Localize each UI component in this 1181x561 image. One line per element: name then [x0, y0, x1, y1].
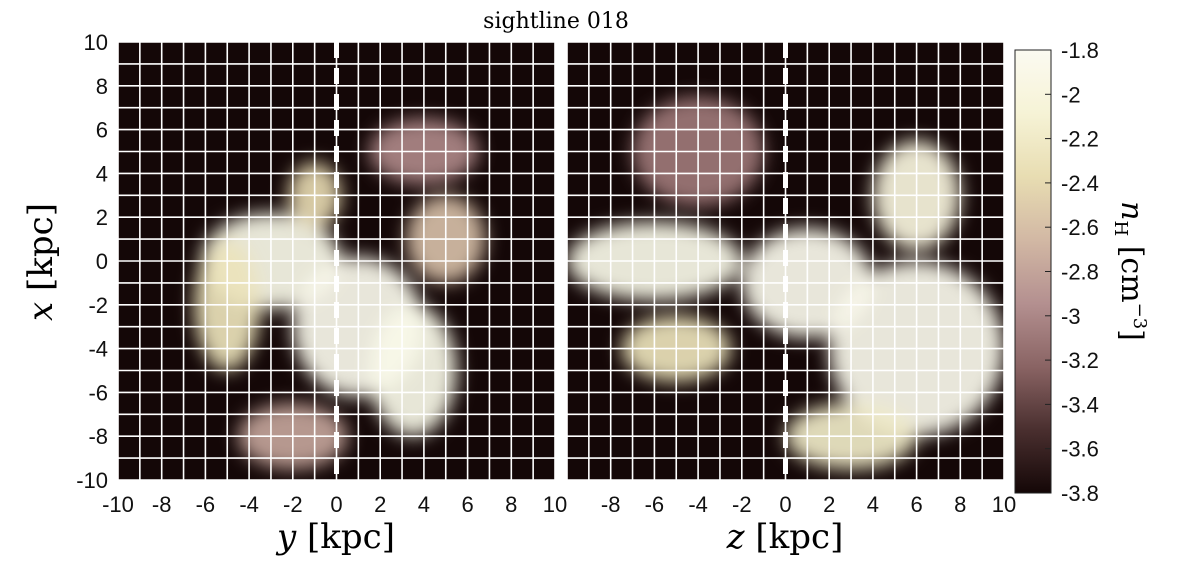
y-tick-label: 6	[96, 118, 108, 143]
panel-left-y-axis-label: x [kpc]	[21, 203, 61, 321]
colorbar-tick-label: -1.8	[1061, 38, 1099, 63]
colorbar-tick-label: -2.6	[1061, 215, 1099, 240]
panel-left-x-ticks: -10 -8 -6 -4 -2 0 2 4 6 8 10	[102, 492, 567, 517]
colorbar-tick-label: -2.2	[1061, 127, 1099, 152]
y-tick-label: 0	[96, 249, 108, 274]
y-tick-label: 10	[84, 30, 108, 55]
x-tick-label: 4	[867, 492, 879, 517]
panel-right-x-ticks: -8 -6 -4 -2 0 2 4 6 8 10	[601, 492, 1016, 517]
x-tick-label: -2	[283, 492, 303, 517]
x-tick-label: -2	[732, 492, 752, 517]
panel-right: -8 -6 -4 -2 0 2 4 6 8 10 z [kpc]	[567, 42, 1016, 557]
x-tick-label: -8	[601, 492, 621, 517]
panel-left-y-ticks: 10 8 6 4 2 0 -2 -4 -6 -8 -10	[76, 30, 108, 493]
x-tick-label: -8	[152, 492, 172, 517]
y-tick-label: 8	[96, 74, 108, 99]
y-tick-label: -4	[88, 337, 108, 362]
x-tick-label: 10	[992, 492, 1016, 517]
y-tick-label: 2	[96, 205, 108, 230]
x-tick-label: 2	[823, 492, 835, 517]
panel-left-x-axis-label: y [kpc]	[275, 517, 395, 557]
colorbar: -1.8 -2 -2.2 -2.4 -2.6 -2.8 -3 -3.2 -3.4 -3.6 -3.8…	[1014, 38, 1150, 506]
x-tick-label: -6	[645, 492, 665, 517]
y-tick-label: 4	[96, 161, 108, 186]
colorbar-tick-label: -3.8	[1061, 481, 1099, 506]
colorbar-label: nH [cm−3]	[1110, 201, 1150, 341]
colorbar-tick-label: -2	[1061, 82, 1081, 107]
x-tick-label: 2	[374, 492, 386, 517]
colorbar-tick-label: -3	[1061, 304, 1081, 329]
x-tick-label: -4	[688, 492, 708, 517]
y-tick-label: -10	[76, 468, 108, 493]
colorbar-tick-label: -3.6	[1061, 437, 1099, 462]
x-tick-label: 4	[418, 492, 430, 517]
x-tick-label: 8	[954, 492, 966, 517]
y-tick-label: -6	[88, 380, 108, 405]
x-tick-label: 6	[461, 492, 473, 517]
colorbar-tick-label: -3.2	[1061, 348, 1099, 373]
y-tick-label: -8	[88, 424, 108, 449]
colorbar-tick-label: -3.4	[1061, 392, 1099, 417]
x-tick-label: -10	[102, 492, 134, 517]
colorbar-ticks: -1.8 -2 -2.2 -2.4 -2.6 -2.8 -3 -3.2 -3.4 -3.6 -3.8	[1045, 38, 1099, 506]
x-tick-label: 6	[910, 492, 922, 517]
panel-right-x-axis-label: z [kpc]	[726, 517, 844, 557]
chart-title: sightline 018	[483, 9, 629, 34]
x-tick-label: -6	[196, 492, 216, 517]
colorbar-tick-label: -2.8	[1061, 260, 1099, 285]
panel-left: -10 -8 -6 -4 -2 0 2 4 6 8 10 10 8 6 4 2 0 -2 -4 -6 -8 -10 y …	[21, 30, 567, 557]
x-tick-label: 8	[505, 492, 517, 517]
y-tick-label: -2	[88, 293, 108, 318]
x-tick-label: 0	[330, 492, 342, 517]
x-tick-label: 10	[543, 492, 567, 517]
x-tick-label: 0	[779, 492, 791, 517]
x-tick-label: -4	[239, 492, 259, 517]
colorbar-tick-label: -2.4	[1061, 171, 1099, 196]
